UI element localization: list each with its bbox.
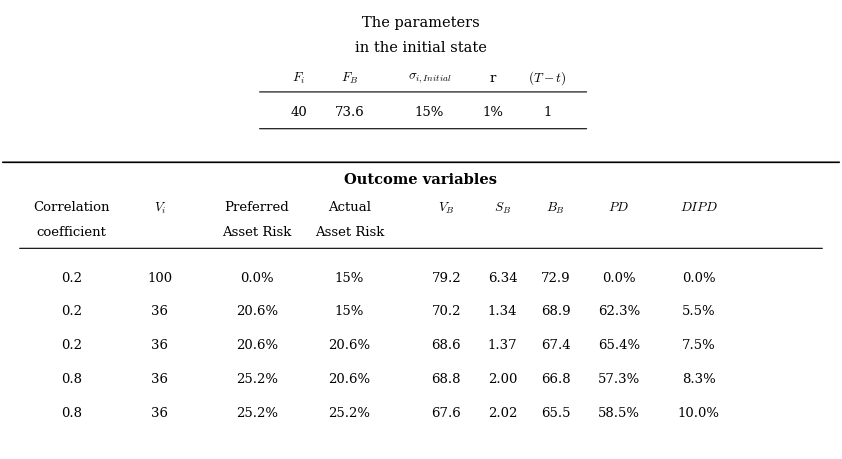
Text: 0.2: 0.2	[61, 305, 82, 318]
Text: The parameters: The parameters	[362, 16, 480, 30]
Text: 68.8: 68.8	[431, 372, 461, 385]
Text: 0.8: 0.8	[61, 407, 82, 420]
Text: 73.6: 73.6	[334, 106, 365, 119]
Text: Asset Risk: Asset Risk	[222, 225, 291, 238]
Text: 1%: 1%	[482, 106, 503, 119]
Text: $(T-t)$: $(T-t)$	[528, 69, 567, 87]
Text: $F_i$: $F_i$	[292, 70, 306, 86]
Text: 0.2: 0.2	[61, 271, 82, 284]
Text: 25.2%: 25.2%	[236, 407, 278, 420]
Text: $V_i$: $V_i$	[154, 200, 166, 215]
Text: coefficient: coefficient	[37, 225, 106, 238]
Text: 70.2: 70.2	[431, 305, 461, 318]
Text: r: r	[489, 72, 496, 84]
Text: 15%: 15%	[335, 271, 364, 284]
Text: 36: 36	[152, 338, 168, 351]
Text: 20.6%: 20.6%	[328, 372, 370, 385]
Text: 0.0%: 0.0%	[682, 271, 716, 284]
Text: 8.3%: 8.3%	[682, 372, 716, 385]
Text: 67.6: 67.6	[431, 407, 461, 420]
Text: 79.2: 79.2	[431, 271, 461, 284]
Text: $\sigma_{i,Initial}$: $\sigma_{i,Initial}$	[408, 71, 451, 85]
Text: Preferred: Preferred	[225, 201, 289, 214]
Text: 68.6: 68.6	[431, 338, 461, 351]
Text: 36: 36	[152, 407, 168, 420]
Text: $PD$: $PD$	[608, 201, 630, 214]
Text: $S_B$: $S_B$	[494, 200, 511, 215]
Text: $V_B$: $V_B$	[438, 200, 455, 215]
Text: 1.37: 1.37	[488, 338, 518, 351]
Text: 2.02: 2.02	[488, 407, 517, 420]
Text: 20.6%: 20.6%	[236, 305, 278, 318]
Text: 1.34: 1.34	[488, 305, 518, 318]
Text: 36: 36	[152, 372, 168, 385]
Text: 67.4: 67.4	[541, 338, 571, 351]
Text: 5.5%: 5.5%	[682, 305, 716, 318]
Text: 36: 36	[152, 305, 168, 318]
Text: Outcome variables: Outcome variables	[344, 173, 498, 187]
Text: 10.0%: 10.0%	[678, 407, 720, 420]
Text: 0.2: 0.2	[61, 338, 82, 351]
Text: $B_B$: $B_B$	[546, 200, 565, 215]
Text: 6.34: 6.34	[488, 271, 518, 284]
Text: $DIPD$: $DIPD$	[680, 201, 717, 214]
Text: 1: 1	[543, 106, 552, 119]
Text: 25.2%: 25.2%	[236, 372, 278, 385]
Text: 40: 40	[290, 106, 307, 119]
Text: 65.4%: 65.4%	[598, 338, 640, 351]
Text: 62.3%: 62.3%	[598, 305, 640, 318]
Text: 58.5%: 58.5%	[598, 407, 640, 420]
Text: 0.0%: 0.0%	[240, 271, 274, 284]
Text: in the initial state: in the initial state	[355, 41, 487, 55]
Text: 15%: 15%	[335, 305, 364, 318]
Text: 0.0%: 0.0%	[602, 271, 636, 284]
Text: 100: 100	[147, 271, 173, 284]
Text: 25.2%: 25.2%	[328, 407, 370, 420]
Text: 68.9: 68.9	[541, 305, 571, 318]
Text: Asset Risk: Asset Risk	[315, 225, 384, 238]
Text: 57.3%: 57.3%	[598, 372, 640, 385]
Text: 66.8: 66.8	[541, 372, 571, 385]
Text: $F_B$: $F_B$	[341, 70, 358, 86]
Text: 0.8: 0.8	[61, 372, 82, 385]
Text: 20.6%: 20.6%	[236, 338, 278, 351]
Text: 65.5: 65.5	[541, 407, 571, 420]
Text: 20.6%: 20.6%	[328, 338, 370, 351]
Text: 2.00: 2.00	[488, 372, 517, 385]
Text: Correlation: Correlation	[34, 201, 109, 214]
Text: Actual: Actual	[328, 201, 371, 214]
Text: 7.5%: 7.5%	[682, 338, 716, 351]
Text: 72.9: 72.9	[541, 271, 571, 284]
Text: 15%: 15%	[415, 106, 444, 119]
